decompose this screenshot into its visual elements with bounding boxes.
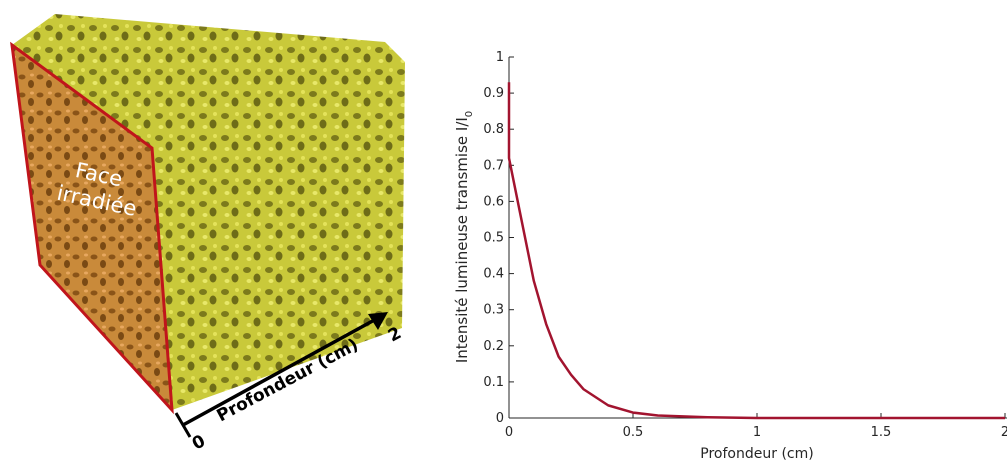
- y-tick-label: 0.8: [483, 122, 504, 137]
- x-tick-label: 2: [1001, 425, 1007, 440]
- depth-start: 0: [189, 431, 209, 454]
- depth-arrow: [182, 316, 379, 427]
- y-tick-label: 0: [496, 411, 504, 426]
- y-tick-label: 0.4: [483, 267, 504, 282]
- y-tick-label: 0.2: [483, 339, 504, 354]
- y-tick-label: 0.5: [483, 231, 504, 246]
- y-axis-label: Intensité lumineuse transmise I/I0: [453, 111, 475, 363]
- chart: Profondeur (cm) Intensité lumineuse tran…: [453, 50, 1007, 462]
- y-tick-label: 0.7: [483, 158, 504, 173]
- y-tick-label: 0.9: [483, 86, 504, 101]
- y-label-subscript: 0: [464, 111, 475, 117]
- x-tick-label: 0.5: [623, 425, 644, 440]
- x-tick-label: 1.5: [871, 425, 892, 440]
- y-tick-label: 0.3: [483, 303, 504, 318]
- y-label-text: Intensité lumineuse transmise I/I: [453, 117, 471, 363]
- x-axis-label: Profondeur (cm): [700, 446, 813, 462]
- arrow-origin-tick: [174, 412, 192, 438]
- foam-cube: Face irradiée Profondeur (cm) 0 2: [10, 14, 405, 454]
- cube-body: [12, 14, 405, 410]
- x-tick-label: 0: [505, 425, 513, 440]
- arrow-head: [368, 312, 388, 330]
- y-tick-label: 0.6: [483, 194, 504, 209]
- x-tick-label: 1: [753, 425, 761, 440]
- data-line: [507, 82, 1005, 420]
- irradiated-face: [10, 41, 174, 415]
- y-tick-label: 1: [496, 50, 504, 65]
- y-tick-label: 0.1: [483, 375, 504, 390]
